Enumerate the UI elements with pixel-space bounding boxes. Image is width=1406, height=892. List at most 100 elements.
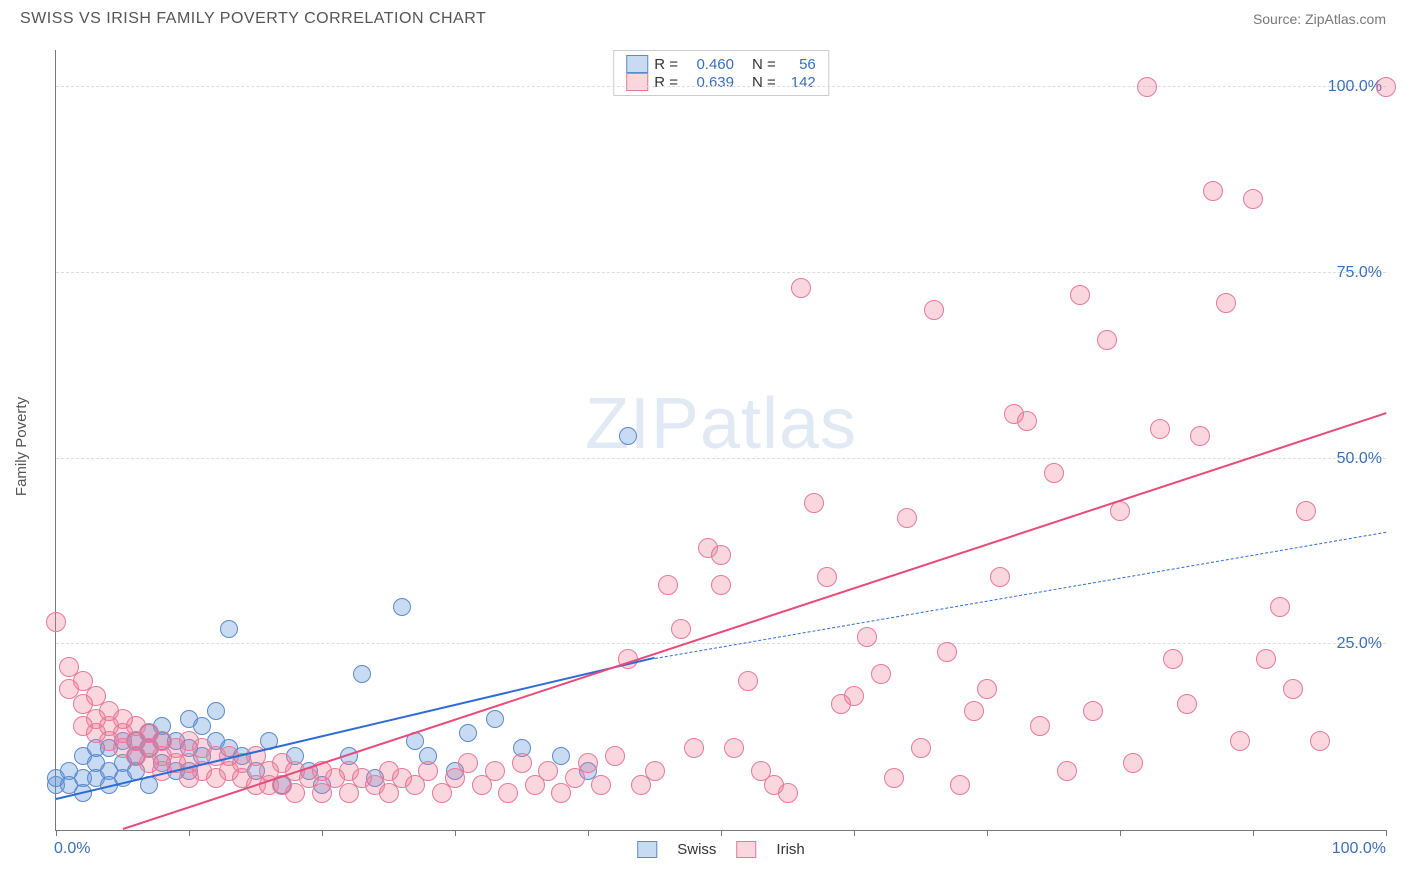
scatter-point xyxy=(871,664,891,684)
scatter-point xyxy=(1230,731,1250,751)
scatter-point xyxy=(738,671,758,691)
plot-area: ZIPatlas R =0.460N =56R =0.639N =142 Swi… xyxy=(55,50,1386,831)
legend-n-label: N = xyxy=(752,74,776,91)
scatter-point xyxy=(1216,293,1236,313)
scatter-point xyxy=(1150,419,1170,439)
x-tick xyxy=(1253,830,1254,836)
scatter-point xyxy=(1030,716,1050,736)
scatter-point xyxy=(220,620,238,638)
scatter-point xyxy=(605,746,625,766)
legend-stats: R = 0.460 N = 56 R = 0.639 N = 142 xyxy=(613,50,829,96)
legend-swatch xyxy=(637,841,657,858)
scatter-point xyxy=(778,783,798,803)
scatter-point xyxy=(591,775,611,795)
legend-swatch xyxy=(736,841,756,858)
scatter-point xyxy=(645,761,665,781)
scatter-point xyxy=(578,753,598,773)
scatter-point xyxy=(1097,330,1117,350)
legend-r-label: R = xyxy=(654,74,678,91)
x-tick xyxy=(1120,830,1121,836)
scatter-point xyxy=(498,783,518,803)
legend-stats-row: R = 0.639 N = 142 xyxy=(626,73,816,91)
scatter-point xyxy=(711,545,731,565)
gridline xyxy=(56,272,1386,273)
x-axis-min-label: 0.0% xyxy=(54,840,90,858)
x-axis-max-label: 100.0% xyxy=(1332,840,1386,858)
scatter-point xyxy=(1296,501,1316,521)
scatter-point xyxy=(711,575,731,595)
scatter-point xyxy=(804,493,824,513)
legend-stats-row: R = 0.460 N = 56 xyxy=(626,55,816,73)
scatter-point xyxy=(1190,426,1210,446)
gridline xyxy=(56,86,1386,87)
x-tick xyxy=(721,830,722,836)
scatter-point xyxy=(1177,694,1197,714)
scatter-point xyxy=(1070,285,1090,305)
chart-header: SWISS VS IRISH FAMILY POVERTY CORRELATIO… xyxy=(0,0,1406,28)
legend-series: Swiss Irish xyxy=(637,841,805,858)
y-axis-label: Family Poverty xyxy=(14,396,31,495)
legend-r-value: 0.460 xyxy=(684,56,734,73)
gridline xyxy=(56,643,1386,644)
scatter-point xyxy=(911,738,931,758)
scatter-point xyxy=(964,701,984,721)
scatter-point xyxy=(724,738,744,758)
scatter-point xyxy=(1203,181,1223,201)
legend-swatch xyxy=(626,55,648,73)
x-tick xyxy=(189,830,190,836)
scatter-point xyxy=(1376,77,1396,97)
scatter-point xyxy=(619,427,637,445)
scatter-point xyxy=(418,761,438,781)
scatter-point xyxy=(1017,411,1037,431)
legend-n-label: N = xyxy=(752,56,776,73)
scatter-point xyxy=(207,702,225,720)
scatter-point xyxy=(1137,77,1157,97)
scatter-point xyxy=(884,768,904,788)
scatter-point xyxy=(512,753,532,773)
x-tick xyxy=(56,830,57,836)
scatter-point xyxy=(977,679,997,699)
chart-source: Source: ZipAtlas.com xyxy=(1253,11,1386,27)
y-tick-label: 50.0% xyxy=(1337,450,1382,468)
scatter-point xyxy=(485,761,505,781)
x-tick xyxy=(1386,830,1387,836)
scatter-point xyxy=(844,686,864,706)
scatter-point xyxy=(393,598,411,616)
y-tick-label: 25.0% xyxy=(1337,635,1382,653)
scatter-point xyxy=(538,761,558,781)
scatter-point xyxy=(1163,649,1183,669)
watermark: ZIPatlas xyxy=(585,383,857,465)
scatter-point xyxy=(486,710,504,728)
scatter-point xyxy=(684,738,704,758)
legend-series-label: Swiss xyxy=(677,841,716,858)
scatter-point xyxy=(924,300,944,320)
x-tick xyxy=(455,830,456,836)
scatter-point xyxy=(897,508,917,528)
gridline xyxy=(56,458,1386,459)
scatter-point xyxy=(459,724,477,742)
x-tick xyxy=(322,830,323,836)
scatter-point xyxy=(1256,649,1276,669)
scatter-point xyxy=(193,717,211,735)
legend-r-label: R = xyxy=(654,56,678,73)
x-tick xyxy=(987,830,988,836)
scatter-point xyxy=(1057,761,1077,781)
scatter-point xyxy=(658,575,678,595)
scatter-point xyxy=(1123,753,1143,773)
scatter-point xyxy=(1083,701,1103,721)
scatter-point xyxy=(353,665,371,683)
y-axis-label-wrap: Family Poverty xyxy=(12,0,32,892)
scatter-point xyxy=(46,612,66,632)
scatter-point xyxy=(671,619,691,639)
legend-n-value: 142 xyxy=(782,74,816,91)
x-tick xyxy=(854,830,855,836)
y-tick-label: 75.0% xyxy=(1337,264,1382,282)
trend-line xyxy=(654,532,1386,659)
scatter-point xyxy=(817,567,837,587)
scatter-point xyxy=(791,278,811,298)
legend-series-label: Irish xyxy=(776,841,804,858)
scatter-point xyxy=(458,753,478,773)
scatter-point xyxy=(1270,597,1290,617)
legend-n-value: 56 xyxy=(782,56,816,73)
legend-r-value: 0.639 xyxy=(684,74,734,91)
